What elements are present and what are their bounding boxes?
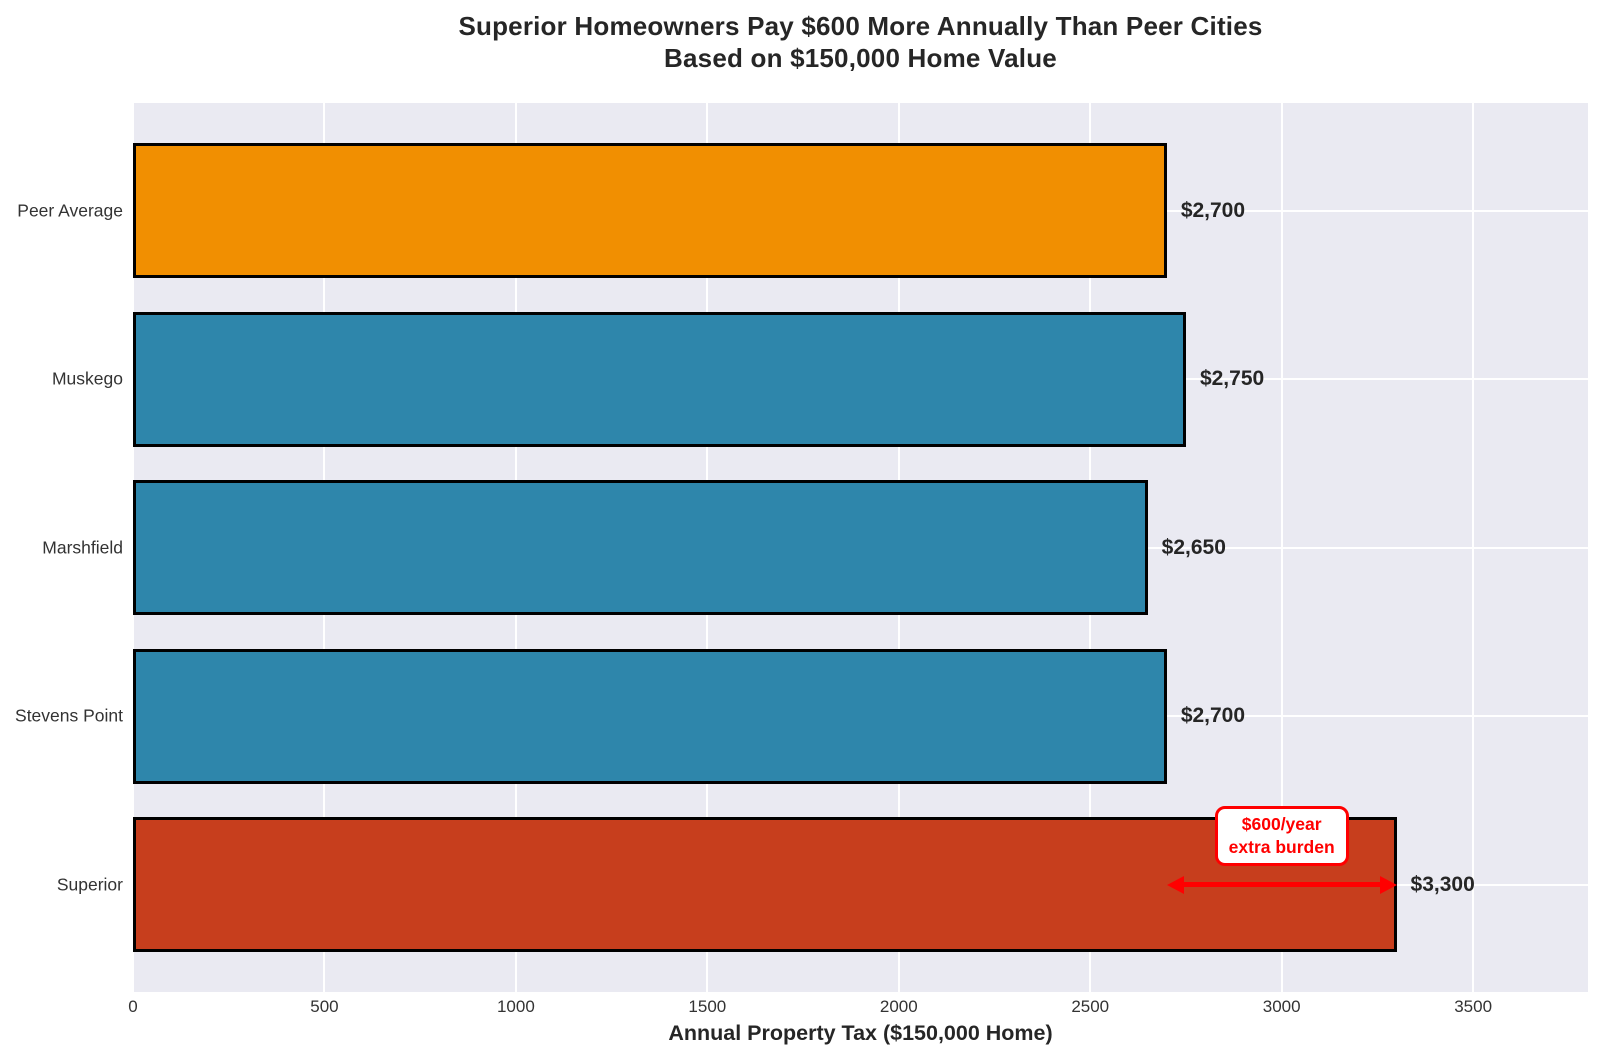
x-tick-label-0: 0 bbox=[128, 997, 138, 1016]
annotation-line-1: $600/year bbox=[1241, 813, 1322, 834]
y-axis-label-stevens-point: Stevens Point bbox=[15, 705, 123, 726]
x-tick-label-2500: 2500 bbox=[1071, 997, 1110, 1016]
x-tick-label-500: 500 bbox=[310, 997, 339, 1016]
arrow-line bbox=[1177, 882, 1386, 887]
annotation-callout: $600/year extra burden bbox=[1214, 805, 1349, 866]
chart-title-block: Superior Homeowners Pay $600 More Annual… bbox=[133, 10, 1588, 74]
arrow-left-head-icon bbox=[1166, 875, 1184, 894]
y-axis-label-marshfield: Marshfield bbox=[42, 537, 123, 557]
bar-muskego bbox=[133, 311, 1186, 447]
plot-area: $2,700 $2,750 $2,650 $2,700 $3,300 $600/year… bbox=[132, 103, 1588, 992]
x-tick-label-2000: 2000 bbox=[879, 997, 918, 1016]
y-axis-label-peer-average: Peer Average bbox=[17, 200, 123, 220]
bar-marshfield bbox=[133, 480, 1148, 615]
value-label-muskego: $2,750 bbox=[1199, 367, 1265, 390]
chart-subtitle: Based on $150,000 Home Value bbox=[664, 43, 1057, 73]
x-tick-label-3000: 3000 bbox=[1262, 997, 1301, 1016]
chart-title: Superior Homeowners Pay $600 More Annual… bbox=[458, 11, 1263, 41]
bar-peer-average bbox=[133, 143, 1167, 278]
y-axis-label-muskego: Muskego bbox=[51, 368, 123, 389]
value-label-marshfield: $2,650 bbox=[1161, 535, 1226, 559]
value-label-stevens-point: $2,700 bbox=[1180, 704, 1246, 727]
annotation-line-2: extra burden bbox=[1228, 836, 1335, 857]
y-axis-label-superior: Superior bbox=[56, 874, 123, 894]
x-tick-label-3500: 3500 bbox=[1454, 997, 1493, 1016]
value-label-peer-average: $2,700 bbox=[1180, 198, 1246, 222]
arrow-right-head-icon bbox=[1379, 875, 1397, 894]
x-axis-title: Annual Property Tax ($150,000 Home) bbox=[668, 1021, 1053, 1045]
bar-stevens-point bbox=[133, 648, 1167, 784]
x-tick-label-1500: 1500 bbox=[688, 997, 727, 1016]
x-tick-label-1000: 1000 bbox=[496, 997, 535, 1016]
value-label-superior: $3,300 bbox=[1410, 872, 1475, 896]
